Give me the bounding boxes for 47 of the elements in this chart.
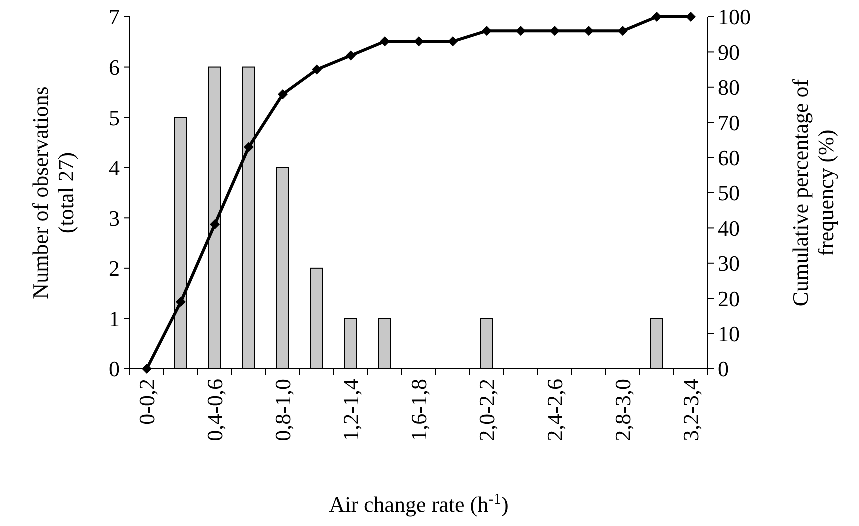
y-tick-label: 5 (109, 105, 120, 130)
y-tick-label: 1 (109, 306, 120, 332)
y2-tick-label: 20 (718, 286, 740, 312)
point (176, 297, 186, 308)
point (346, 50, 356, 61)
point (482, 26, 492, 36)
x-tick-label: 2,4-2,6 (542, 379, 568, 442)
y-axis-title: Number of observations (total 27) (28, 86, 78, 300)
point (312, 64, 322, 75)
y2-tick-label: 70 (718, 110, 740, 136)
y-tick-label: 6 (109, 54, 120, 80)
x-tick-label: 2,0-2,2 (474, 379, 500, 442)
y-tick-label: 2 (109, 256, 120, 282)
y-tick-label: 0 (109, 356, 120, 382)
y2-tick-label: 50 (718, 180, 740, 206)
y2-tick-label: 100 (718, 4, 751, 30)
x-tick-label: 3,2-3,4 (678, 379, 704, 442)
point (244, 142, 254, 152)
point (278, 89, 288, 100)
y2-tick-label: 40 (718, 216, 740, 241)
y-tick-label: 3 (109, 206, 120, 231)
point (516, 26, 526, 36)
y2-tick-label: 80 (718, 75, 740, 100)
y2-tick-label: 90 (718, 40, 740, 65)
y2-tick-label: 0 (718, 356, 729, 382)
y2-tick-label: 30 (718, 251, 740, 276)
y-tick-label: 7 (109, 4, 120, 30)
point (652, 12, 662, 22)
point (686, 12, 696, 22)
point (448, 36, 458, 47)
x-axis-title: Air change rate (h$^{-1}$) (329, 490, 509, 517)
y2-axis-title: Cumulative percentage of frequency (%) (788, 78, 838, 307)
x-tick-label: 1,6-1,8 (406, 379, 432, 442)
x-tick-label: 0,8-1,0 (270, 379, 296, 442)
x-tick-label: 1,2-1,4 (338, 379, 364, 442)
point (618, 26, 628, 36)
y2-tick-label: 10 (718, 322, 740, 346)
point (210, 220, 220, 230)
point (550, 26, 560, 36)
y2-tick-label: 60 (718, 146, 740, 170)
x-tick-label: 0,4-0,6 (202, 379, 228, 442)
point (584, 26, 594, 36)
x-tick-label: 0-0,2 (134, 379, 160, 425)
point (414, 36, 424, 47)
point (380, 36, 390, 47)
y-tick-label: 4 (109, 156, 120, 181)
x-tick-label: 2,8-3,0 (610, 379, 636, 442)
